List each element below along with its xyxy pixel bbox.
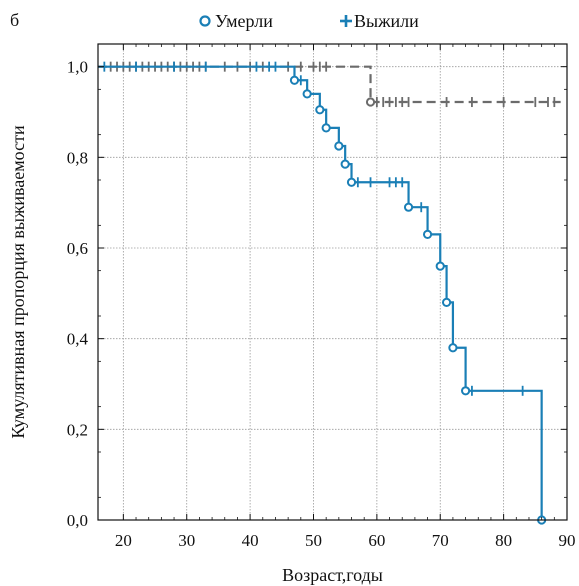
x-tick-label: 30 [178, 531, 195, 550]
series-layer [98, 61, 561, 525]
x-tick-label: 20 [115, 531, 132, 550]
x-tick-label: 90 [559, 531, 576, 550]
panel-letter: б [10, 10, 19, 30]
legend-died-marker [199, 15, 211, 27]
legend: Умерли Выжили [199, 11, 419, 31]
axis-ticks: 20 30 40 50 60 70 80 90 0,0 0,2 0,4 0,6 0,8 1,0 [67, 44, 576, 550]
y-tick-label: 0,0 [67, 511, 88, 530]
plot-frame [97, 43, 568, 521]
died-curve-event-marker [321, 123, 331, 133]
died-curve-event-marker [289, 75, 300, 85]
died-curve-event-marker [346, 177, 357, 187]
died-curve-event-marker [460, 386, 471, 396]
died-curve-event-marker [403, 202, 414, 212]
x-tick-label: 40 [242, 531, 259, 550]
died-curve [98, 65, 543, 520]
legend-survived-marker [340, 15, 352, 27]
died-curve-event-marker [435, 261, 445, 271]
died-curve-event-marker [422, 229, 433, 239]
died-curve-event-marker [315, 105, 325, 115]
y-tick-label: 0,2 [67, 420, 88, 439]
y-tick-label: 1,0 [67, 58, 88, 77]
x-axis-title: Возраст,годы [282, 565, 383, 585]
survived-curve-event-marker [365, 97, 376, 107]
died-curve-event-marker [340, 159, 350, 169]
y-tick-label: 0,4 [67, 330, 89, 349]
died-curve-event-marker [441, 297, 452, 307]
x-tick-label: 80 [495, 531, 512, 550]
y-axis-title: Кумулятивная пропорция выживаемости [8, 125, 28, 439]
died-curve-event-marker [334, 141, 344, 151]
survived-curve [98, 65, 561, 104]
x-tick-label: 60 [368, 531, 385, 550]
y-tick-label: 0,8 [67, 148, 88, 167]
grid [98, 44, 567, 520]
y-tick-label: 0,6 [67, 239, 88, 258]
died-curve-event-marker [448, 343, 458, 353]
x-tick-label: 50 [305, 531, 322, 550]
died-curve-event-marker [302, 89, 312, 99]
legend-survived-label: Выжили [354, 11, 419, 31]
x-tick-label: 70 [432, 531, 449, 550]
legend-died-label: Умерли [215, 11, 273, 31]
